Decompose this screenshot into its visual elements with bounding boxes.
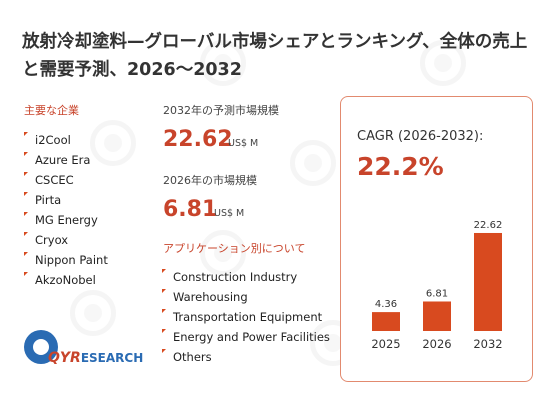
bullet-icon [162,289,170,297]
player-name: Pirta [35,193,62,207]
bullet-icon [162,309,170,317]
bullet-icon [24,192,32,200]
watermark-logo [90,120,136,166]
bar-2026 [423,301,451,331]
bullet-icon [162,349,170,357]
watermark-logo [200,40,246,86]
list-item: AkzoNobel [24,270,108,290]
applications-label: アプリケーション別について [163,242,306,255]
list-item: Transportation Equipment [162,307,330,327]
tick-label-2025: 2025 [371,337,400,351]
application-name: Transportation Equipment [173,310,323,324]
size-2026-value: 6.81 [163,197,218,222]
bar-2025 [372,312,400,331]
size-2026-label: 2026年の市場規模 [163,174,257,187]
bullet-icon [24,252,32,260]
data-label-2026: 6.81 [426,288,448,299]
bullet-icon [24,172,32,180]
bullet-icon [162,269,170,277]
page-title: 放射冷却塗料—グローバル市場シェアとランキング、全体の売上と需要予測、2026〜… [22,32,528,80]
market-size-bar-chart: 4.36 2025 6.81 2026 22.62 2032 [371,220,503,351]
list-item: i2Cool [24,130,108,150]
key-players-list: i2Cool Azure Era CSCEC Pirta MG Energy C… [24,130,108,290]
bullet-icon [162,329,170,337]
data-label-2025: 4.36 [375,299,397,310]
qyresearch-logo: QYRESEARCH [24,330,143,366]
forecast-2032-unit: US$ M [228,138,259,149]
application-name: Construction Industry [173,270,298,284]
forecast-2032-label: 2032年の予測市場規模 [163,104,279,117]
list-item: Cryox [24,230,108,250]
logo-text: QYRESEARCH [48,350,143,366]
bullet-icon [24,152,32,160]
watermark-logo [70,290,116,336]
applications-list: Construction Industry Warehousing Transp… [162,267,330,367]
data-label-2032: 22.62 [474,220,503,231]
player-name: Cryox [35,233,69,247]
player-name: MG Energy [35,213,98,227]
player-name: i2Cool [35,133,71,147]
logo-suffix: ESEARCH [80,351,144,365]
application-name: Others [173,350,212,364]
list-item: Construction Industry [162,267,330,287]
application-name: Warehousing [173,290,248,304]
list-item: Nippon Paint [24,250,108,270]
player-name: Azure Era [35,153,91,167]
bullet-icon [24,272,32,280]
size-2026-unit: US$ M [214,208,245,219]
watermark-logo [420,40,466,86]
list-item: Energy and Power Facilities [162,327,330,347]
list-item: Warehousing [162,287,330,307]
cagr-value: 22.2% [357,152,444,181]
list-item: Others [162,347,330,367]
cagr-label: CAGR (2026-2032): [357,129,484,144]
forecast-2032-value: 22.62 [163,127,233,152]
bullet-icon [24,132,32,140]
tick-label-2026: 2026 [422,337,451,351]
logo-brand: QYR [48,350,81,366]
application-name: Energy and Power Facilities [173,330,330,344]
cagr-panel: CAGR (2026-2032): 22.2% 4.36 2025 6.81 2026… [340,96,533,382]
bullet-icon [24,212,32,220]
list-item: MG Energy [24,210,108,230]
list-item: Azure Era [24,150,108,170]
logo-globe-icon [24,330,58,364]
key-players-label: 主要な企業 [24,104,79,117]
bar-2032 [474,232,502,331]
bullet-icon [24,232,32,240]
player-name: Nippon Paint [35,253,108,267]
list-item: CSCEC [24,170,108,190]
tick-label-2032: 2032 [473,337,502,351]
watermark-logo [290,140,336,186]
list-item: Pirta [24,190,108,210]
player-name: CSCEC [35,173,74,187]
watermark-logo [200,230,246,276]
player-name: AkzoNobel [35,273,96,287]
